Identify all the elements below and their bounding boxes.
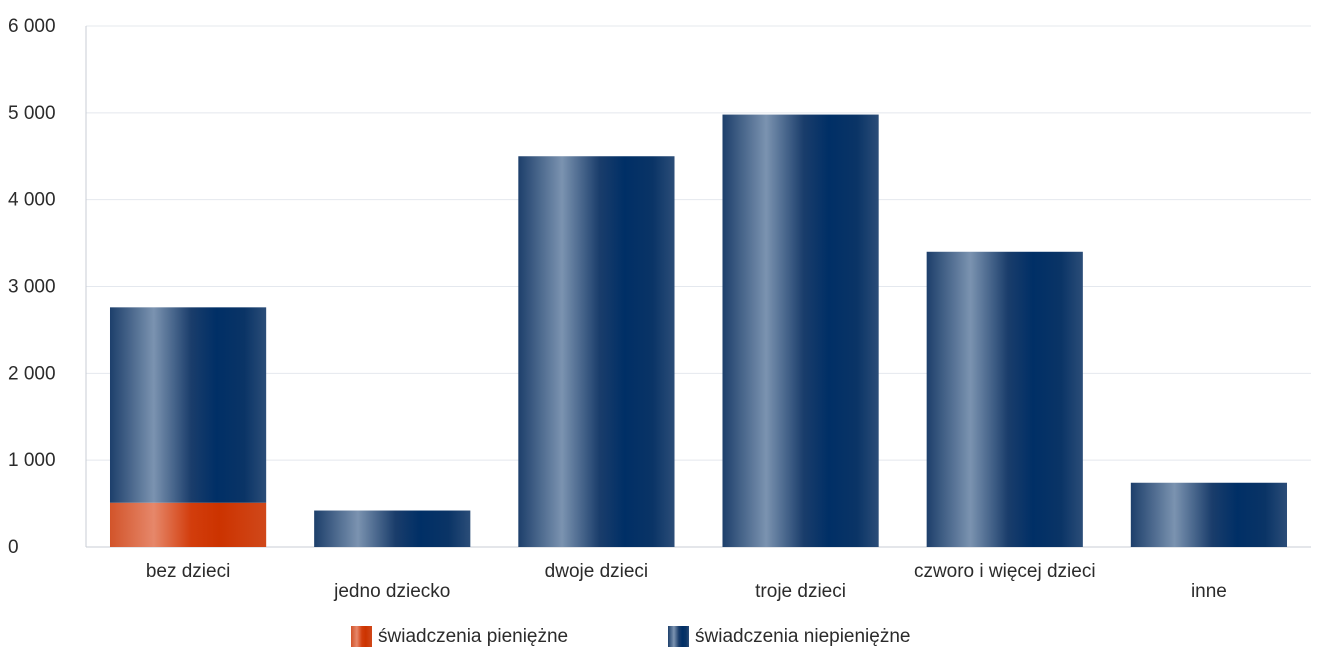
bar-non-cash-4 bbox=[926, 251, 1083, 547]
y-tick-label: 1 000 bbox=[8, 450, 56, 471]
y-tick-label: 0 bbox=[8, 537, 19, 558]
y-tick-label: 2 000 bbox=[8, 363, 56, 384]
grid-lines bbox=[86, 25, 1311, 461]
x-category-label: dwoje dzieci bbox=[545, 561, 649, 582]
y-tick-label: 3 000 bbox=[8, 277, 56, 298]
legend-label-cash: świadczenia pieniężne bbox=[378, 626, 568, 647]
y-tick-label: 6 000 bbox=[8, 16, 56, 37]
x-category-label: troje dzieci bbox=[755, 581, 846, 602]
bar-non-cash-1 bbox=[314, 510, 471, 547]
bar-cash-0 bbox=[109, 502, 267, 547]
bar-non-cash-0 bbox=[109, 307, 267, 503]
bar-non-cash-3 bbox=[722, 114, 879, 547]
y-tick-label: 4 000 bbox=[8, 190, 56, 211]
legend: świadczenia pieniężne świadczenia niepien… bbox=[351, 626, 910, 647]
legend-label-non-cash: świadczenia niepieniężne bbox=[695, 626, 910, 647]
axis-labels: 0 1 000 2 000 3 000 4 000 5 000 6 000 bez dziec… bbox=[8, 16, 1227, 602]
axes bbox=[85, 26, 1311, 548]
bars bbox=[109, 114, 1288, 547]
legend-swatch-non-cash bbox=[668, 626, 689, 647]
y-tick-label: 5 000 bbox=[8, 103, 56, 124]
x-category-label: bez dzieci bbox=[146, 561, 231, 582]
bar-non-cash-2 bbox=[518, 156, 675, 547]
x-category-label: czworo i więcej dzieci bbox=[914, 561, 1096, 582]
x-category-label: inne bbox=[1191, 581, 1227, 602]
bar-non-cash-5 bbox=[1130, 482, 1288, 547]
legend-swatch-cash bbox=[351, 626, 372, 647]
x-category-label: jedno dziecko bbox=[333, 581, 450, 602]
